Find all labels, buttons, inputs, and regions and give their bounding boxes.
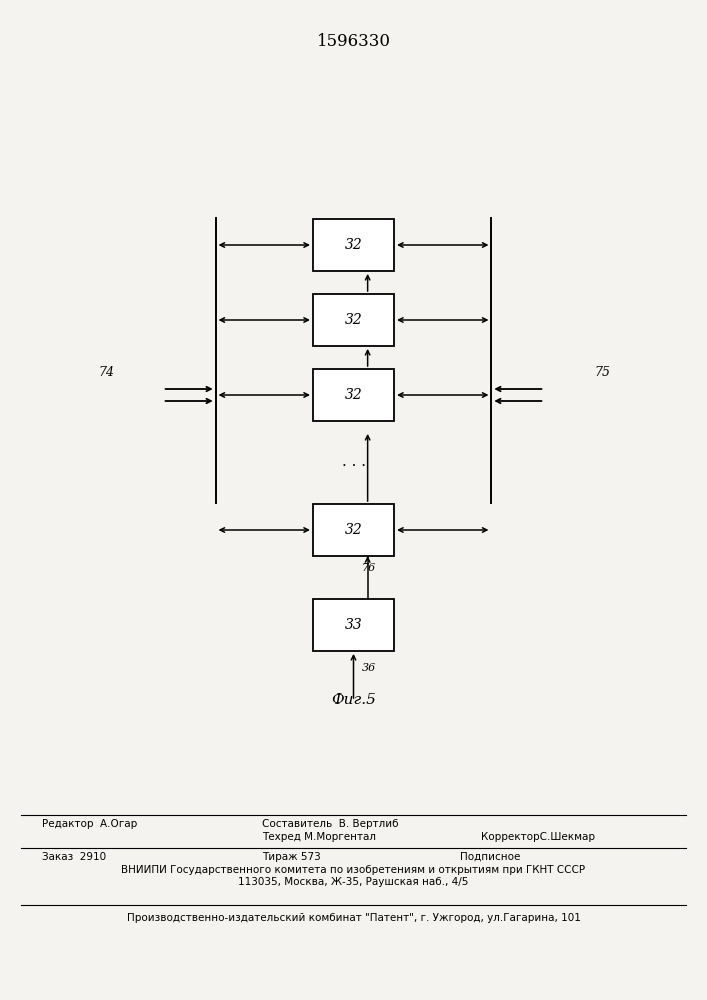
Text: 32: 32 bbox=[344, 388, 363, 402]
Text: 32: 32 bbox=[344, 523, 363, 537]
Text: КорректорС.Шекмар: КорректорС.Шекмар bbox=[481, 832, 595, 842]
Text: Редактор  А.Огар: Редактор А.Огар bbox=[42, 819, 138, 829]
Bar bbox=[313, 599, 395, 651]
Text: 1596330: 1596330 bbox=[317, 33, 390, 50]
Text: 74: 74 bbox=[98, 366, 114, 379]
Text: 32: 32 bbox=[344, 238, 363, 252]
Text: Тираж 573: Тираж 573 bbox=[262, 852, 320, 862]
Text: . . .: . . . bbox=[341, 455, 366, 469]
Bar bbox=[313, 504, 395, 556]
Text: 36: 36 bbox=[362, 663, 376, 673]
Text: Составитель  В. Вертлиб: Составитель В. Вертлиб bbox=[262, 819, 398, 829]
Text: 32: 32 bbox=[344, 313, 363, 327]
Text: ВНИИПИ Государственного комитета по изобретениям и открытиям при ГКНТ СССР: ВНИИПИ Государственного комитета по изоб… bbox=[122, 865, 585, 875]
Text: Заказ  2910: Заказ 2910 bbox=[42, 852, 107, 862]
Text: Подписное: Подписное bbox=[460, 852, 520, 862]
Text: Фиг.5: Фиг.5 bbox=[331, 693, 376, 707]
Bar bbox=[313, 294, 395, 346]
Bar bbox=[313, 219, 395, 271]
Text: 75: 75 bbox=[595, 366, 610, 379]
Bar bbox=[313, 369, 395, 421]
Text: 33: 33 bbox=[344, 618, 363, 632]
Text: Техред М.Моргентал: Техред М.Моргентал bbox=[262, 832, 375, 842]
Text: 76: 76 bbox=[362, 563, 376, 573]
Text: 113035, Москва, Ж-35, Раушская наб., 4/5: 113035, Москва, Ж-35, Раушская наб., 4/5 bbox=[238, 877, 469, 887]
Text: Производственно-издательский комбинат "Патент", г. Ужгород, ул.Гагарина, 101: Производственно-издательский комбинат "П… bbox=[127, 913, 580, 923]
